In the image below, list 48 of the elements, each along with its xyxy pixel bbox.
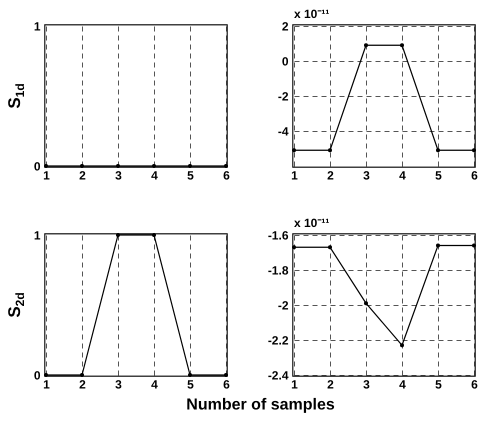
y-tick-label: 1	[34, 228, 41, 242]
x-tick-label: 5	[435, 168, 442, 182]
point	[436, 244, 440, 248]
y-tick-label: 2	[282, 20, 289, 34]
x-tick-label: 4	[399, 168, 406, 182]
y-tick-label: -2.4	[268, 368, 289, 382]
x-tick-label: 6	[223, 168, 230, 182]
point	[292, 245, 296, 250]
y-tick-label: 0	[282, 54, 289, 68]
x-tick-label: 1	[43, 378, 50, 392]
x-tick-label: 6	[223, 378, 230, 392]
x-tick-label: 4	[399, 378, 406, 392]
x-tick-label: 2	[327, 378, 334, 392]
y-tick-label: 1	[34, 20, 41, 34]
x-tick-label: 1	[43, 168, 50, 182]
x-tick-label: 1	[291, 168, 298, 182]
x-tick-label: 4	[151, 378, 158, 392]
point	[364, 301, 368, 306]
x-tick-label: 1	[291, 378, 298, 392]
point	[472, 244, 476, 248]
y-tick-label: 0	[34, 368, 41, 382]
x-tick-label: 2	[79, 168, 86, 182]
y-tick-label: -1.6	[268, 228, 289, 242]
y-axis-title: S2d	[5, 292, 27, 318]
y-tick-label: -2	[278, 298, 289, 312]
x-tick-label: 6	[471, 378, 478, 392]
point	[400, 343, 404, 348]
y-tick-label: -1.8	[268, 264, 289, 278]
x-tick-label: 3	[363, 168, 370, 182]
x-tick-label: 4	[151, 168, 158, 182]
y-tick-label: -4	[278, 124, 289, 138]
point	[328, 245, 332, 250]
x-tick-label: 2	[79, 378, 86, 392]
x-tick-label: 3	[115, 168, 122, 182]
x-tick-label: 3	[363, 378, 370, 392]
x-tick-label: 3	[115, 378, 122, 392]
y-axis-title: S1d	[5, 83, 27, 109]
y-tick-label: 0	[34, 160, 41, 174]
x-tick-label: 5	[187, 378, 194, 392]
x-tick-label: 6	[471, 168, 478, 182]
x-tick-label: 5	[187, 168, 194, 182]
y-tick-label: -2.2	[268, 334, 289, 348]
x-tick-label: 2	[327, 168, 334, 182]
x-axis-title: Number of samples	[186, 396, 335, 414]
text: x 10⁻¹¹	[294, 216, 330, 230]
y-tick-label: -2	[278, 90, 289, 104]
text: x 10⁻¹¹	[294, 7, 330, 21]
x-tick-label: 5	[435, 378, 442, 392]
